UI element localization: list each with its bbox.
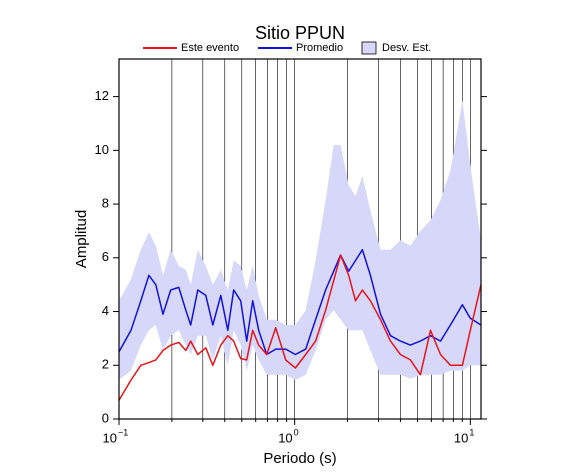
x-tick-exponent: 0 xyxy=(294,427,299,437)
y-tick-label: 2 xyxy=(102,357,109,372)
legend-label: Este evento xyxy=(181,42,239,54)
chart-title: Sitio PPUN xyxy=(255,23,345,43)
x-tick-label: 10 xyxy=(278,430,292,445)
legend-label: Promedio xyxy=(296,42,343,54)
legend-swatch xyxy=(361,41,377,55)
x-tick-exponent: −1 xyxy=(118,427,128,437)
y-tick-label: 4 xyxy=(102,303,109,318)
x-axis-label: Periodo (s) xyxy=(263,450,336,467)
x-tick-label: 10 xyxy=(454,430,468,445)
y-tick-label: 10 xyxy=(95,142,109,157)
x-tick-label: 10 xyxy=(103,430,117,445)
y-tick-label: 0 xyxy=(102,410,109,425)
plot-frame xyxy=(118,58,482,420)
y-tick-label: 8 xyxy=(102,196,109,211)
legend-label: Desv. Est. xyxy=(382,42,431,54)
y-tick-label: 6 xyxy=(102,249,109,264)
y-axis-label: Amplitud xyxy=(73,210,90,268)
y-tick-label: 12 xyxy=(95,88,109,103)
x-tick-exponent: 1 xyxy=(469,427,474,437)
series-line xyxy=(118,248,482,356)
series-line xyxy=(118,254,482,401)
